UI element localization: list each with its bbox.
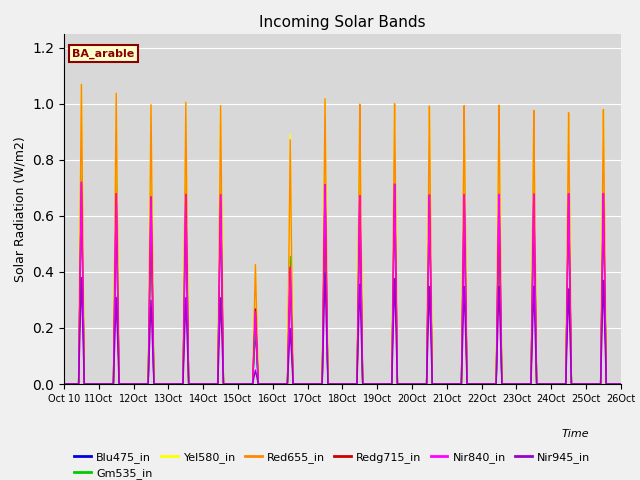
Line: Red655_in: Red655_in bbox=[64, 84, 621, 384]
Line: Gm535_in: Gm535_in bbox=[64, 163, 621, 384]
Nir945_in bbox=[617, 381, 625, 387]
Blu475_in bbox=[617, 381, 625, 387]
Nir840_in bbox=[262, 381, 269, 387]
Blu475_in bbox=[390, 257, 397, 263]
Yel580_in bbox=[473, 381, 481, 387]
Nir840_in bbox=[77, 180, 85, 185]
Redg715_in bbox=[414, 381, 422, 387]
Nir945_in bbox=[321, 270, 329, 276]
Title: Incoming Solar Bands: Incoming Solar Bands bbox=[259, 15, 426, 30]
Redg715_in bbox=[390, 257, 397, 263]
Yel580_in bbox=[60, 381, 68, 387]
Nir945_in bbox=[473, 381, 481, 387]
Gm535_in bbox=[473, 381, 481, 387]
Nir945_in bbox=[60, 381, 68, 387]
Red655_in bbox=[60, 381, 68, 387]
Redg715_in bbox=[473, 381, 481, 387]
Gm535_in bbox=[390, 245, 397, 251]
Text: Time: Time bbox=[561, 429, 589, 439]
Red655_in bbox=[262, 381, 269, 387]
Nir840_in bbox=[503, 381, 511, 387]
Yel580_in bbox=[262, 381, 269, 387]
Gm535_in bbox=[77, 160, 85, 166]
Gm535_in bbox=[503, 381, 511, 387]
Redg715_in bbox=[88, 381, 96, 387]
Nir945_in bbox=[503, 381, 511, 387]
Red655_in bbox=[88, 381, 96, 387]
Gm535_in bbox=[262, 381, 269, 387]
Red655_in bbox=[617, 381, 625, 387]
Nir840_in bbox=[473, 381, 481, 387]
Blu475_in bbox=[60, 381, 68, 387]
Blu475_in bbox=[503, 381, 511, 387]
Red655_in bbox=[503, 381, 511, 387]
Legend: Blu475_in, Gm535_in, Yel580_in, Red655_in, Redg715_in, Nir840_in, Nir945_in: Blu475_in, Gm535_in, Yel580_in, Red655_i… bbox=[70, 447, 595, 480]
Nir840_in bbox=[617, 381, 625, 387]
Nir840_in bbox=[414, 381, 422, 387]
Yel580_in bbox=[390, 207, 397, 213]
Line: Nir945_in: Nir945_in bbox=[64, 273, 621, 384]
Y-axis label: Solar Radiation (W/m2): Solar Radiation (W/m2) bbox=[13, 136, 27, 282]
Line: Nir840_in: Nir840_in bbox=[64, 182, 621, 384]
Yel580_in bbox=[414, 381, 422, 387]
Redg715_in bbox=[262, 381, 269, 387]
Redg715_in bbox=[503, 381, 511, 387]
Yel580_in bbox=[77, 82, 85, 87]
Text: BA_arable: BA_arable bbox=[72, 48, 134, 59]
Blu475_in bbox=[88, 381, 96, 387]
Gm535_in bbox=[617, 381, 625, 387]
Red655_in bbox=[77, 82, 85, 87]
Redg715_in bbox=[77, 180, 85, 185]
Blu475_in bbox=[77, 180, 85, 185]
Nir840_in bbox=[390, 257, 397, 263]
Redg715_in bbox=[60, 381, 68, 387]
Yel580_in bbox=[88, 381, 96, 387]
Gm535_in bbox=[60, 381, 68, 387]
Nir840_in bbox=[60, 381, 68, 387]
Yel580_in bbox=[503, 381, 511, 387]
Red655_in bbox=[414, 381, 422, 387]
Gm535_in bbox=[414, 381, 422, 387]
Gm535_in bbox=[88, 381, 96, 387]
Blu475_in bbox=[414, 381, 422, 387]
Nir945_in bbox=[390, 316, 397, 322]
Line: Yel580_in: Yel580_in bbox=[64, 84, 621, 384]
Red655_in bbox=[473, 381, 481, 387]
Nir945_in bbox=[262, 381, 269, 387]
Red655_in bbox=[390, 207, 397, 213]
Nir945_in bbox=[88, 381, 96, 387]
Blu475_in bbox=[262, 381, 269, 387]
Nir840_in bbox=[88, 381, 96, 387]
Line: Blu475_in: Blu475_in bbox=[64, 182, 621, 384]
Yel580_in bbox=[617, 381, 625, 387]
Redg715_in bbox=[617, 381, 625, 387]
Nir945_in bbox=[414, 381, 422, 387]
Blu475_in bbox=[473, 381, 481, 387]
Line: Redg715_in: Redg715_in bbox=[64, 182, 621, 384]
